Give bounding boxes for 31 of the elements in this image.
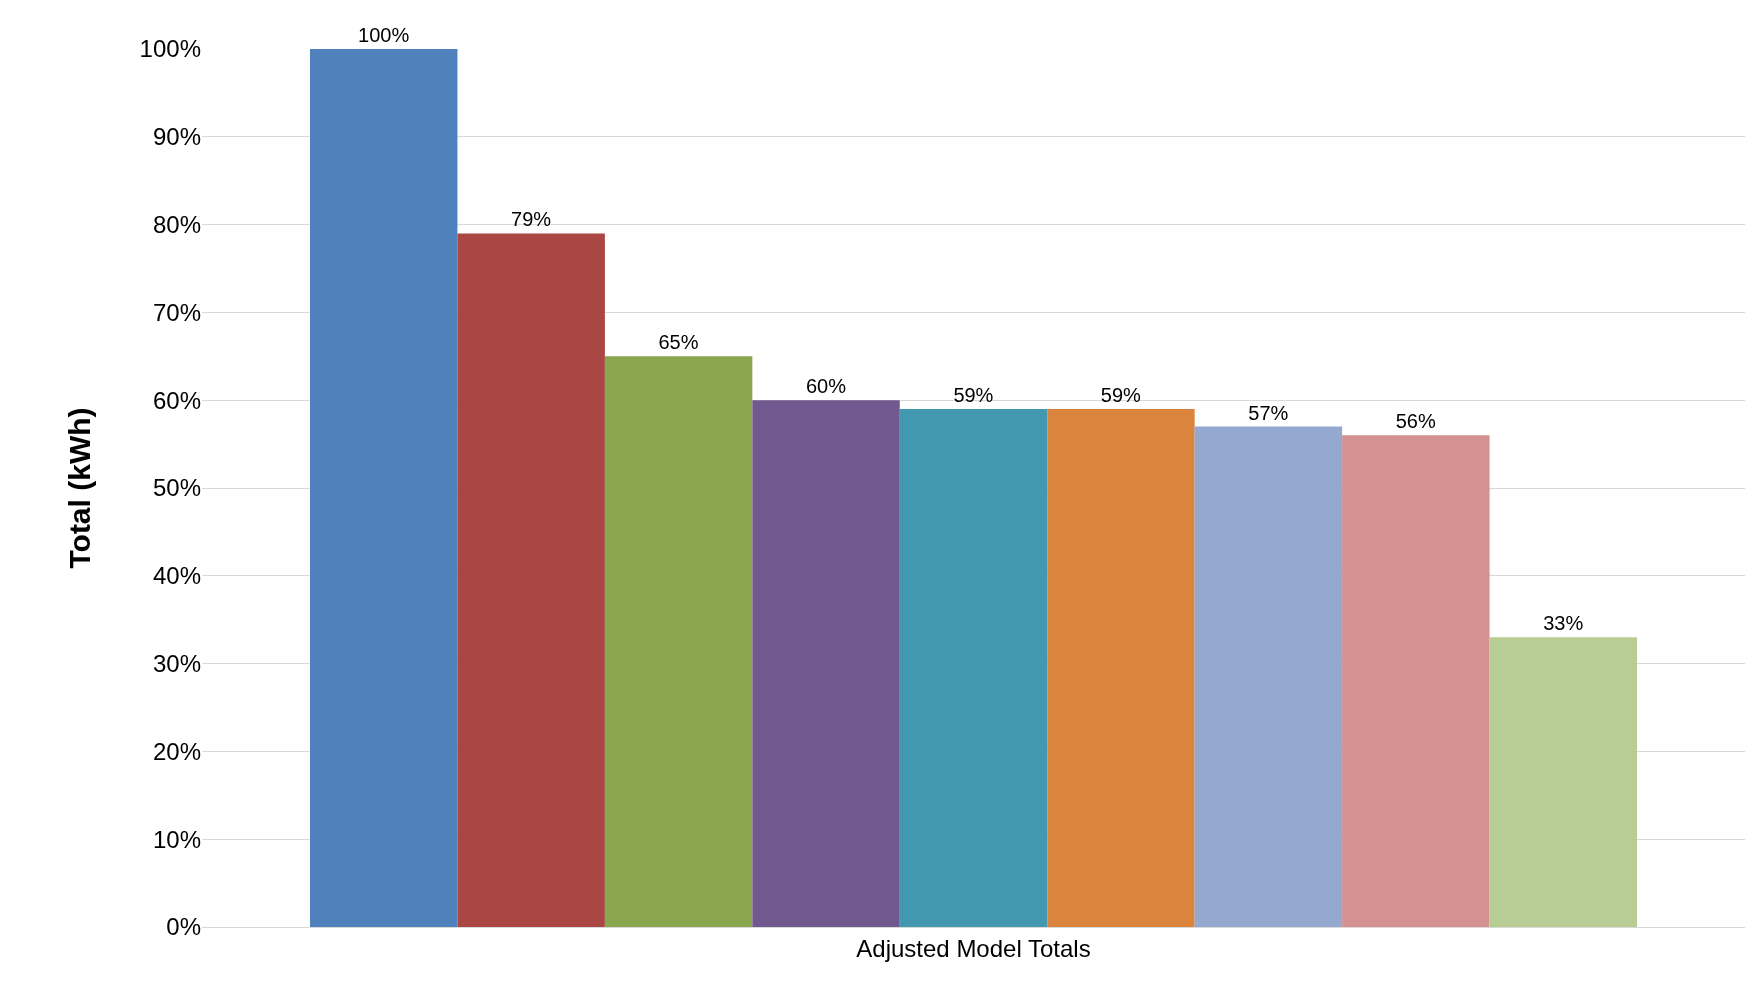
bar: [310, 49, 458, 927]
y-axis-title: Total (kWh): [62, 407, 96, 569]
bar: [457, 233, 605, 927]
y-tick-label: 50%: [152, 474, 201, 502]
data-label: 57%: [1248, 401, 1289, 424]
y-tick-label: 90%: [152, 123, 201, 151]
bar: [1194, 426, 1343, 927]
data-label: 59%: [1100, 383, 1142, 406]
data-label: 60%: [805, 375, 847, 398]
data-label: 59%: [953, 383, 994, 406]
y-tick-label: 20%: [152, 737, 201, 765]
y-tick-label: 70%: [152, 298, 201, 326]
data-label: 33%: [1543, 612, 1584, 635]
y-tick-label: 30%: [152, 650, 201, 677]
data-label: 79%: [511, 208, 552, 231]
bar: [604, 356, 753, 927]
bar: [1047, 408, 1195, 927]
bar: [1342, 435, 1490, 927]
bar: [899, 408, 1048, 927]
data-label: 100%: [358, 24, 410, 46]
bar: [1489, 637, 1637, 927]
y-tick-label: 100%: [139, 35, 201, 63]
bar: [752, 400, 900, 927]
y-tick-label: 10%: [152, 825, 201, 853]
y-tick-label: 0%: [166, 913, 201, 941]
data-label: 56%: [1395, 410, 1436, 433]
y-tick-label: 60%: [152, 386, 201, 414]
x-tick-label: Adjusted Model Totals: [856, 934, 1091, 962]
y-tick-label: 80%: [152, 211, 201, 238]
y-tick-label: 40%: [152, 562, 201, 590]
data-label: 65%: [658, 331, 699, 354]
